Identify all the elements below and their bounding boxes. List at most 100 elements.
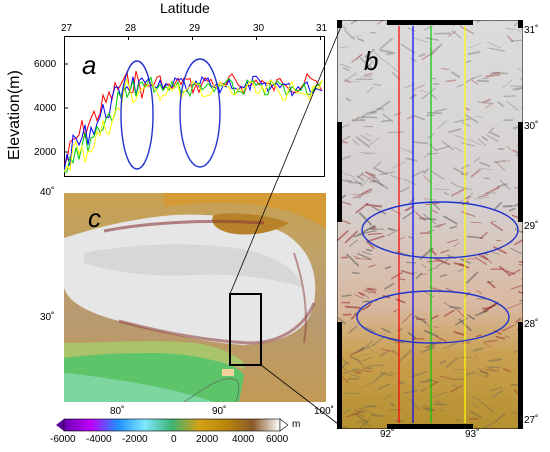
panel-c-lon-tick: 100˚ (314, 406, 335, 417)
relief-texture-stroke (366, 304, 371, 309)
relief-texture-stroke (365, 133, 372, 137)
relief-texture-stroke (365, 203, 383, 208)
relief-texture-stroke (357, 253, 372, 261)
relief-texture-stroke (427, 378, 439, 384)
relief-texture-stroke (414, 315, 427, 324)
elevation-colorbar (56, 418, 288, 432)
relief-texture-stroke (490, 386, 502, 392)
relief-texture-stroke (380, 348, 396, 353)
relief-texture-stroke (475, 334, 482, 338)
foothills (64, 341, 244, 369)
relief-texture-stroke (385, 60, 399, 72)
relief-texture-stroke (393, 341, 407, 344)
relief-texture-stroke (356, 175, 364, 181)
relief-texture-stroke (422, 175, 433, 184)
panel-b-lon-tick: 93˚ (465, 429, 480, 440)
frame-segment (337, 20, 342, 28)
colorbar-tick: 6000 (266, 434, 289, 445)
relief-texture-stroke (450, 187, 467, 197)
relief-texture-stroke (425, 37, 440, 41)
relief-texture-stroke (420, 387, 428, 392)
relief-texture-stroke (478, 368, 490, 377)
relief-texture-stroke (383, 394, 392, 400)
relief-texture-stroke (476, 290, 483, 294)
relief-texture-stroke (405, 157, 418, 162)
relief-texture-stroke (364, 326, 375, 333)
relief-texture-stroke (354, 347, 364, 354)
relief-texture-stroke (379, 38, 393, 50)
relief-texture-stroke (382, 113, 394, 123)
relief-texture-stroke (370, 414, 386, 418)
panel-a-y-tick: 4000 (34, 103, 57, 114)
relief-texture-stroke (399, 236, 405, 240)
panel-b-lat-tick: 28˚ (524, 319, 539, 330)
relief-texture-stroke (392, 309, 398, 313)
relief-texture-stroke (387, 227, 396, 232)
relief-texture-stroke (351, 81, 361, 83)
relief-texture-stroke (359, 57, 373, 70)
relief-texture-stroke (474, 256, 487, 265)
relief-texture-stroke (436, 222, 446, 229)
relief-texture-stroke (390, 272, 403, 280)
relief-texture-stroke (344, 230, 358, 244)
relief-texture-stroke (459, 25, 475, 35)
relief-texture-stroke (472, 396, 481, 402)
relief-texture-stroke (379, 49, 393, 54)
relief-texture-stroke (392, 349, 400, 357)
relief-texture-stroke (343, 29, 355, 41)
relief-texture-stroke (352, 139, 359, 146)
relief-texture-stroke (499, 265, 511, 276)
relief-texture-stroke (355, 202, 369, 214)
relief-texture-stroke (424, 407, 436, 412)
coastline (183, 378, 240, 402)
colorbar-tick: 4000 (232, 434, 255, 445)
relief-texture-stroke (349, 34, 363, 39)
relief-texture-stroke (387, 338, 404, 344)
colorbar-tick: -6000 (50, 434, 76, 445)
relief-texture-stroke (493, 159, 506, 164)
relief-texture-stroke (412, 141, 428, 145)
panel-b-lat-tick: 30˚ (524, 121, 539, 132)
relief-texture-stroke (482, 98, 491, 104)
relief-texture-stroke (503, 160, 510, 163)
relief-texture-stroke (367, 364, 385, 367)
relief-texture-stroke (344, 305, 361, 309)
relief-texture-stroke (339, 171, 355, 178)
relief-texture-stroke (428, 266, 439, 271)
relief-texture-stroke (398, 349, 412, 362)
relief-texture-stroke (342, 67, 350, 72)
frame-segment (518, 322, 523, 429)
relief-texture-stroke (495, 160, 506, 171)
relief-texture-stroke (404, 205, 414, 212)
relief-texture-stroke (344, 79, 352, 84)
relief-texture-stroke (407, 27, 416, 32)
relief-texture-stroke (362, 290, 376, 294)
panel-a-y-tick: 6000 (34, 59, 57, 70)
relief-texture-stroke (433, 403, 447, 406)
relief-texture-stroke (467, 138, 482, 146)
relief-texture-stroke (360, 112, 377, 117)
relief-texture-stroke (364, 171, 377, 177)
relief-texture-stroke (358, 369, 373, 373)
highlight-ellipse (361, 201, 519, 259)
relief-texture-stroke (364, 110, 377, 115)
relief-texture-stroke (439, 408, 445, 412)
relief-texture-stroke (486, 41, 502, 49)
relief-texture-stroke (454, 118, 471, 123)
relief-texture-stroke (361, 116, 378, 119)
relief-texture-stroke (373, 83, 382, 87)
relief-texture-stroke (355, 420, 366, 423)
panel-a-letter: a (82, 50, 97, 80)
relief-texture-stroke (369, 137, 380, 145)
relief-texture-stroke (430, 93, 438, 100)
relief-texture-stroke (358, 212, 372, 226)
relief-texture-stroke (358, 190, 368, 199)
relief-texture-stroke (423, 168, 429, 174)
relief-texture-stroke (372, 179, 384, 187)
relief-texture-stroke (491, 71, 509, 75)
relief-texture-stroke (411, 371, 428, 378)
relief-texture-stroke (384, 265, 392, 270)
relief-texture-stroke (355, 54, 363, 61)
relief-texture-stroke (507, 302, 523, 309)
relief-texture-stroke (473, 355, 477, 360)
